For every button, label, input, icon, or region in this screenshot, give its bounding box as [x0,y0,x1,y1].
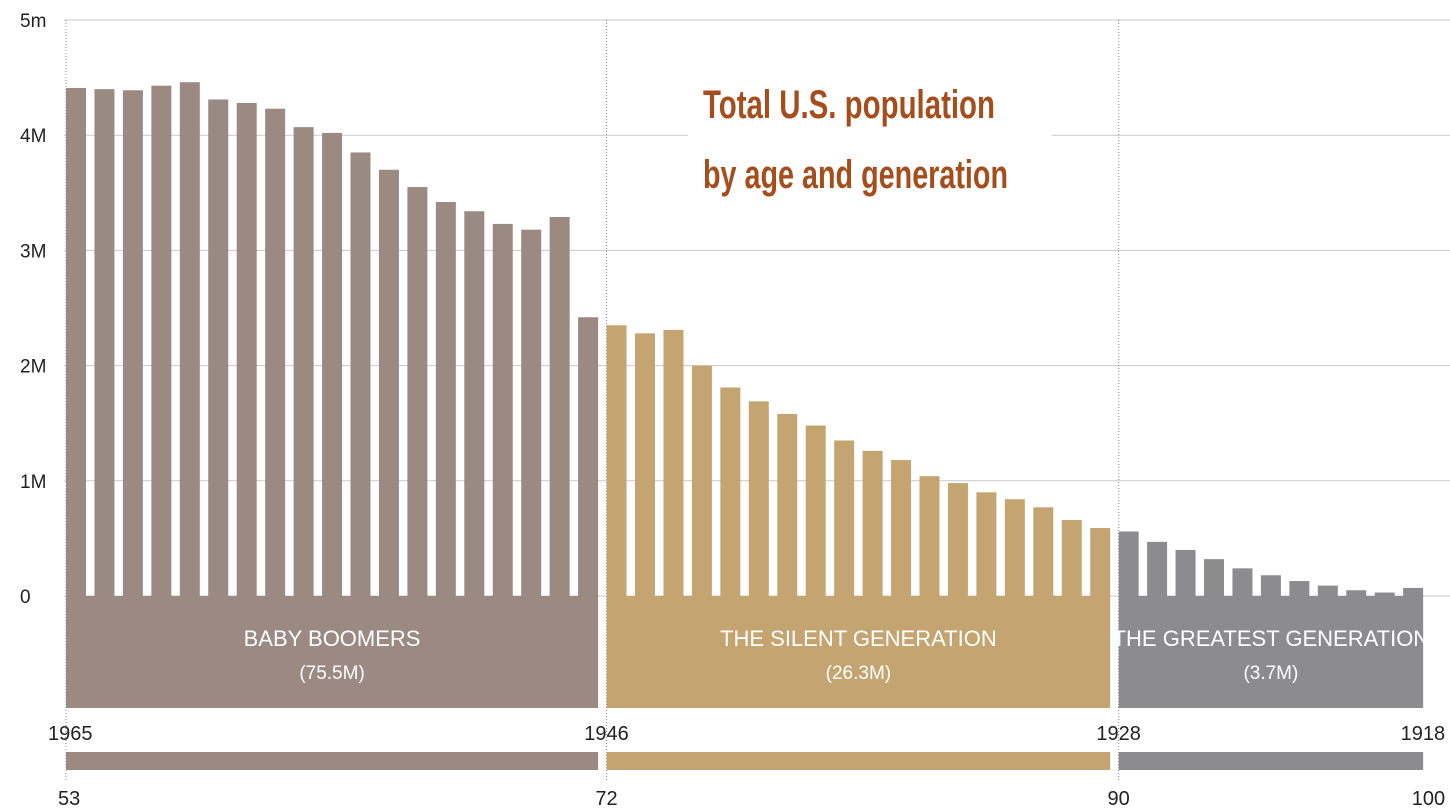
bar [1289,581,1310,597]
bar [122,90,143,597]
bar [1204,559,1224,597]
bar [464,211,485,597]
chart-title-line-2: by age and generation [703,153,1008,197]
timeline-segment [66,752,599,770]
bar [862,450,883,597]
bar [1004,499,1025,597]
bar [1118,531,1139,597]
age-label: 53 [58,788,80,810]
bar [407,187,428,598]
bar [265,108,286,597]
bar [549,216,570,597]
bar [748,401,769,597]
bar [521,229,542,597]
y-tick-label: 4M [20,126,46,147]
bar [777,413,798,597]
bar [1317,585,1338,597]
bar [208,99,229,597]
y-tick-label: 5m [20,11,46,32]
birth-year-label: 1918 [1401,723,1446,745]
generation-total: (75.5M) [299,663,364,684]
y-tick-label: 0 [20,587,31,608]
bar [293,127,314,598]
bar [378,169,399,597]
generation-name: THE SILENT GENERATION [720,626,997,651]
bar [891,460,912,597]
bar [635,333,655,597]
generation-total: (26.3M) [826,663,891,684]
bar [1232,568,1253,597]
bar [1374,592,1395,597]
bar [94,89,115,598]
bar [1403,587,1424,597]
bar-series [66,82,1424,598]
bar [1346,590,1367,597]
y-tick-label: 1M [20,472,46,493]
age-label: 72 [595,788,617,810]
bar [834,440,855,597]
bar [492,223,513,598]
bar [435,202,456,598]
age-label: 100 [1412,788,1445,810]
generation-band [66,596,599,708]
birth-year-label: 1946 [584,723,629,745]
timeline-segment [1118,752,1424,770]
generation-band [606,596,1111,708]
timeline-bar [66,752,1424,770]
bar [1260,575,1281,597]
bar [151,85,172,597]
bar [322,132,343,597]
y-axis-labels: 0 1M 2M 3M 4M 5m [20,11,46,608]
birth-year-label: 1965 [48,723,93,745]
timeline-segment [606,752,1111,770]
bar [1147,541,1168,597]
bar [350,152,371,598]
bar [720,387,741,597]
bar [947,483,968,597]
generation-band [1118,596,1424,708]
x-axis-labels: 1965 1946 1928 1918 53 72 90 100 [48,723,1445,810]
bar [66,87,86,597]
bar [805,425,826,597]
bar [663,329,684,597]
title-background [688,58,1052,218]
chart-title-line-1: Total U.S. population [703,83,995,127]
bar [1175,549,1196,597]
bar [1090,528,1111,597]
bar [919,476,940,597]
y-tick-label: 2M [20,357,46,378]
bar [976,492,997,597]
bar [1033,507,1054,597]
generation-total: (3.7M) [1243,663,1298,684]
bar [179,82,200,597]
bar [236,102,257,597]
generation-name: THE GREATEST GENERATION [1113,626,1430,651]
bar [691,365,712,597]
age-label: 90 [1108,788,1130,810]
generation-bands: BABY BOOMERS (75.5M) THE SILENT GENERATION… [66,596,1429,708]
bar [606,325,627,597]
bar [1061,519,1082,597]
generation-name: BABY BOOMERS [244,626,421,651]
birth-year-label: 1928 [1096,723,1141,745]
y-tick-label: 3M [20,241,46,262]
bar [578,317,599,597]
